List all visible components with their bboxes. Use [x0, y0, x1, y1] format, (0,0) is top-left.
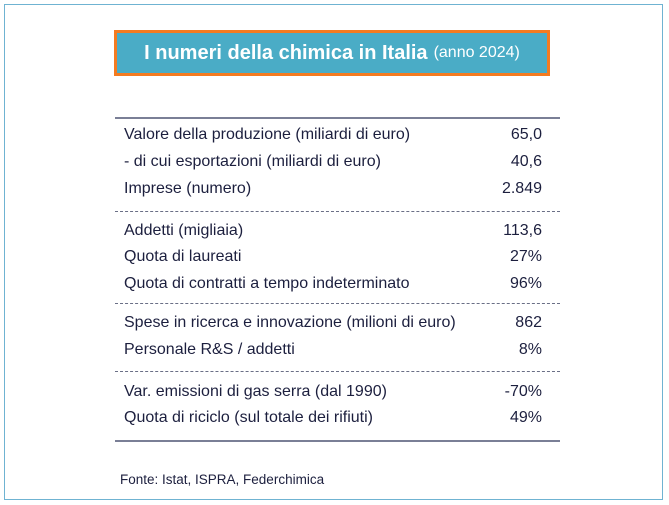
row-value: 27% — [509, 248, 542, 265]
row-label: Quota di riciclo (sul totale dei rifiuti… — [124, 409, 373, 426]
row-label: Valore della produzione (miliardi di eur… — [124, 126, 411, 143]
row-label: Imprese (numero) — [124, 180, 252, 197]
row-value: 65,0 — [510, 126, 542, 143]
table-row: Var. emissioni di gas serra (dal 1990) -7… — [124, 381, 542, 403]
source-note: Fonte: Istat, ISPRA, Federchimica — [120, 472, 325, 487]
top-rule — [115, 117, 560, 119]
row-label: Personale R&S / addetti — [124, 341, 295, 358]
title-box: I numeri della chimica in Italia (anno 2… — [114, 30, 550, 76]
row-value: 49% — [509, 409, 542, 426]
table-row: Quota di contratti a tempo indeterminato… — [124, 273, 542, 295]
frame-border — [4, 4, 663, 500]
table-row: Addetti (migliaia) 113,6 — [124, 220, 542, 242]
row-label: Quota di laureati — [124, 248, 242, 265]
group-divider — [115, 303, 560, 304]
group-divider — [115, 371, 560, 372]
row-value: -70% — [504, 383, 542, 400]
row-label: Addetti (migliaia) — [124, 222, 244, 239]
row-value: 40,6 — [510, 153, 542, 170]
row-value: 8% — [518, 341, 542, 358]
title-year: (anno 2024) — [433, 44, 520, 61]
table-row: Spese in ricerca e innovazione (milioni … — [124, 312, 542, 334]
row-value: 113,6 — [503, 222, 542, 239]
title-main: I numeri della chimica in Italia — [144, 41, 428, 64]
row-label: - di cui esportazioni (miliardi di euro) — [124, 153, 381, 170]
row-value: 862 — [515, 314, 542, 331]
table-row: - di cui esportazioni (miliardi di euro)… — [124, 151, 542, 173]
row-value: 2.849 — [501, 180, 542, 197]
group-divider — [115, 211, 560, 212]
table-row: Valore della produzione (miliardi di eur… — [124, 124, 542, 146]
table-row: Quota di laureati 27% — [124, 246, 542, 268]
bottom-rule — [115, 440, 560, 442]
row-value: 96% — [509, 275, 542, 292]
row-label: Spese in ricerca e innovazione (milioni … — [124, 314, 456, 331]
table-row: Imprese (numero) 2.849 — [124, 178, 542, 200]
table-row: Quota di riciclo (sul totale dei rifiuti… — [124, 407, 542, 429]
row-label: Var. emissioni di gas serra (dal 1990) — [124, 383, 387, 400]
row-label: Quota di contratti a tempo indeterminato — [124, 275, 410, 292]
table-row: Personale R&S / addetti 8% — [124, 339, 542, 361]
